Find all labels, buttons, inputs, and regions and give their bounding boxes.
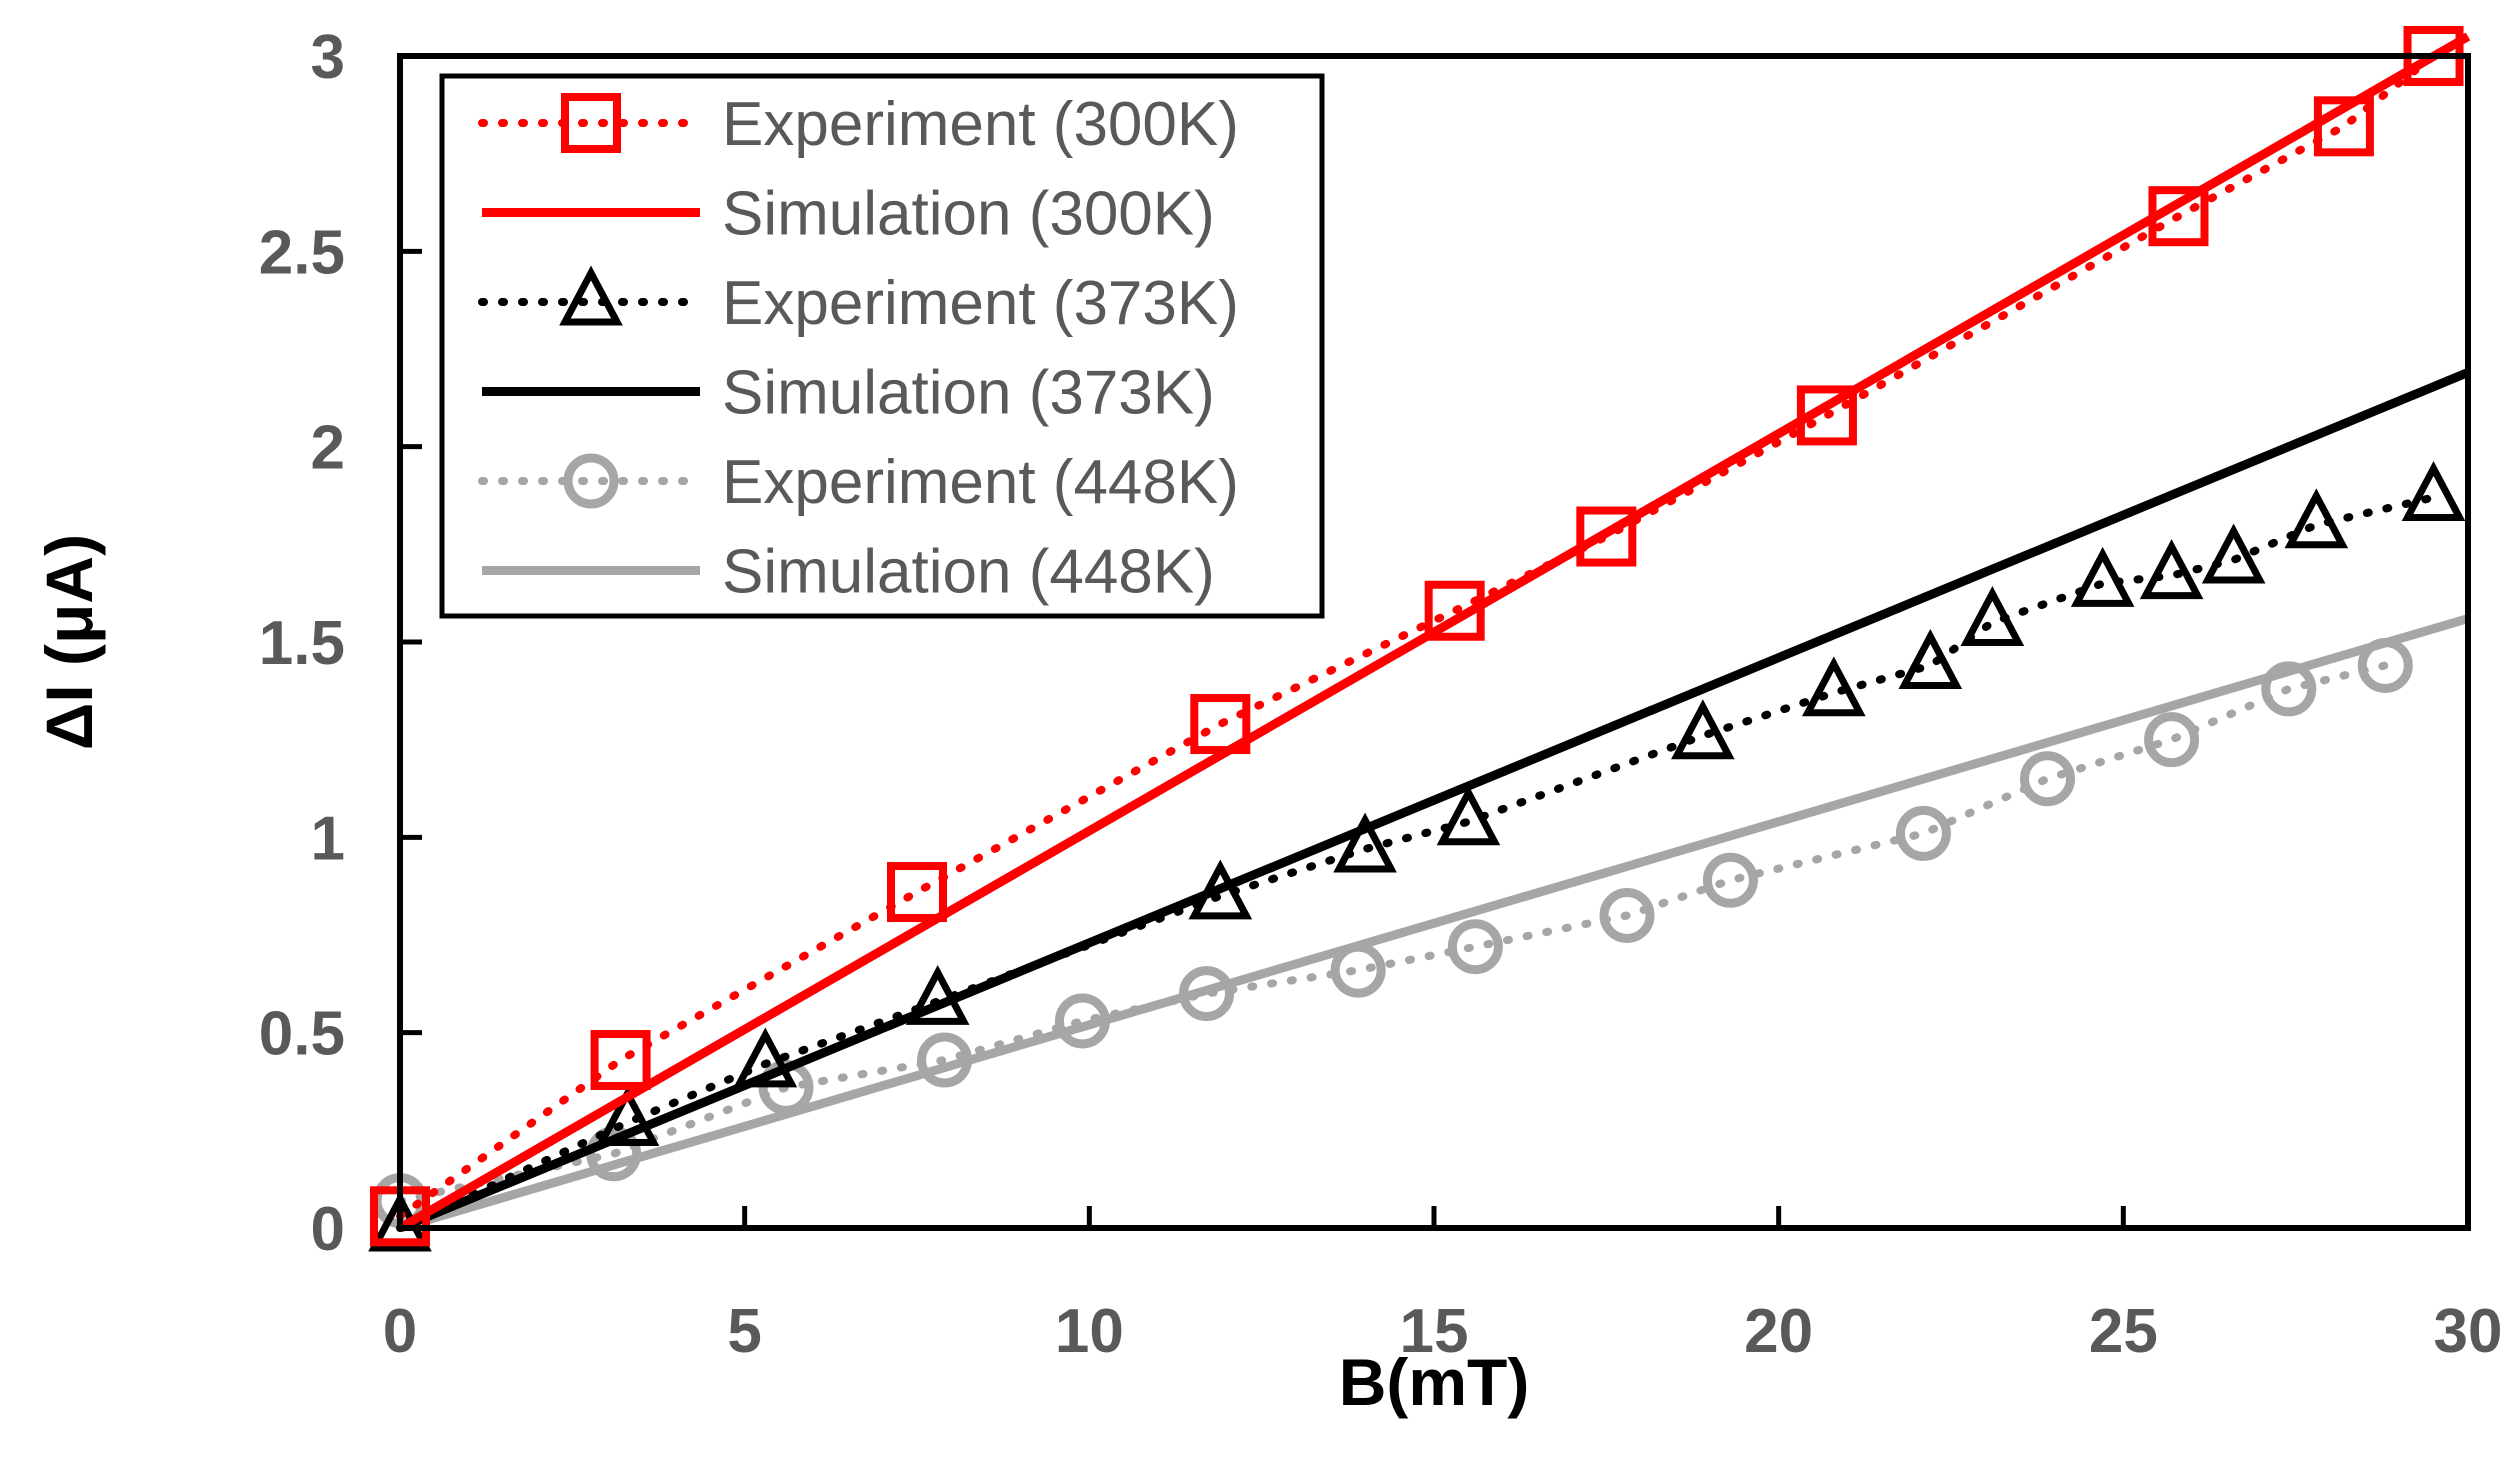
series-line [398, 368, 2470, 1233]
y-tick-label: 3 [311, 23, 345, 92]
y-tick-label: 1.5 [259, 609, 345, 678]
data-point-circle [2144, 712, 2200, 768]
data-point-square [1796, 385, 1857, 446]
ticks-layer: 0 5 10 15 20 25 30 0 0.5 1 1.5 2 2.5 3 [259, 23, 2503, 1366]
data-point-triangle [1960, 585, 2025, 646]
x-tick-label: 15 [1400, 1297, 1469, 1366]
data-point-square [590, 1030, 651, 1091]
y-tick-label: 0.5 [259, 1000, 345, 1069]
x-axis-title: B(mT) [1339, 1345, 1530, 1419]
x-tick-label: 30 [2434, 1297, 2503, 1366]
series-simulation-373k [398, 368, 2470, 1233]
data-point-square [1424, 580, 1485, 641]
series-simulation-300k [397, 32, 2471, 1232]
legend: Experiment (300K) Simulation (300K) Experi… [439, 73, 1325, 619]
y-tick-label: 2.5 [259, 218, 345, 287]
x-tick-label: 5 [727, 1297, 761, 1366]
series-line [398, 614, 2470, 1233]
data-point-triangle [1671, 699, 1735, 760]
legend-marker-square [561, 93, 621, 153]
legend-label: Simulation (373K) [722, 359, 1215, 428]
data-point-square [1190, 694, 1251, 755]
series-layer [368, 26, 2471, 1252]
legend-label: Experiment (300K) [722, 90, 1239, 159]
data-point-triangle [1333, 812, 1397, 873]
legend-item: Experiment (448K) [478, 448, 1239, 517]
data-point-triangle [2201, 523, 2266, 584]
data-point-triangle [1898, 628, 1963, 689]
y-tick-label: 2 [311, 414, 345, 483]
data-point-circle [1447, 919, 1503, 975]
y-tick-label: 1 [311, 804, 345, 873]
series-experiment-373k [368, 460, 2466, 1252]
x-tick-label: 10 [1055, 1297, 1124, 1366]
legend-item: Simulation (448K) [482, 538, 1215, 607]
x-tick-label: 25 [2089, 1297, 2158, 1366]
series-experiment-448k [372, 637, 2413, 1229]
legend-item: Experiment (373K) [478, 265, 1239, 338]
legend-marker-circle [563, 453, 619, 509]
data-point-triangle [2401, 460, 2466, 521]
data-point-triangle [595, 1086, 660, 1147]
data-point-triangle [2070, 546, 2135, 607]
legend-item: Simulation (373K) [482, 359, 1215, 428]
legend-label: Simulation (448K) [722, 538, 1215, 607]
series-simulation-448k [398, 614, 2470, 1233]
data-point-square [1576, 506, 1637, 567]
data-point-triangle [2139, 539, 2204, 600]
legend-items: Experiment (300K) Simulation (300K) Experi… [478, 90, 1239, 607]
legend-label: Simulation (300K) [722, 180, 1215, 249]
series-line [396, 493, 2438, 1232]
data-point-circle [1599, 887, 1655, 943]
y-tick-label: 0 [311, 1195, 345, 1264]
data-point-circle [2261, 661, 2317, 717]
data-point-triangle [1436, 785, 1501, 846]
data-point-circle [2020, 751, 2076, 807]
legend-label: Experiment (373K) [722, 269, 1239, 338]
legend-item: Experiment (300K) [478, 90, 1239, 159]
data-point-triangle [2284, 488, 2349, 549]
y-axis-title: ΔI (μA) [32, 534, 106, 750]
series-line [396, 661, 2390, 1205]
x-tick-label: 20 [1744, 1297, 1813, 1366]
data-point-triangle [733, 1027, 798, 1088]
x-tick-label: 0 [383, 1297, 417, 1366]
data-point-circle [1895, 805, 1951, 861]
legend-marker-triangle [559, 265, 623, 326]
data-point-square [887, 862, 947, 923]
legend-label: Experiment (448K) [722, 448, 1239, 517]
series-line [397, 32, 2471, 1232]
legend-box [439, 73, 1325, 619]
legend-item: Simulation (300K) [482, 180, 1215, 249]
data-point-triangle [1801, 656, 1866, 717]
data-point-circle [1702, 852, 1758, 908]
